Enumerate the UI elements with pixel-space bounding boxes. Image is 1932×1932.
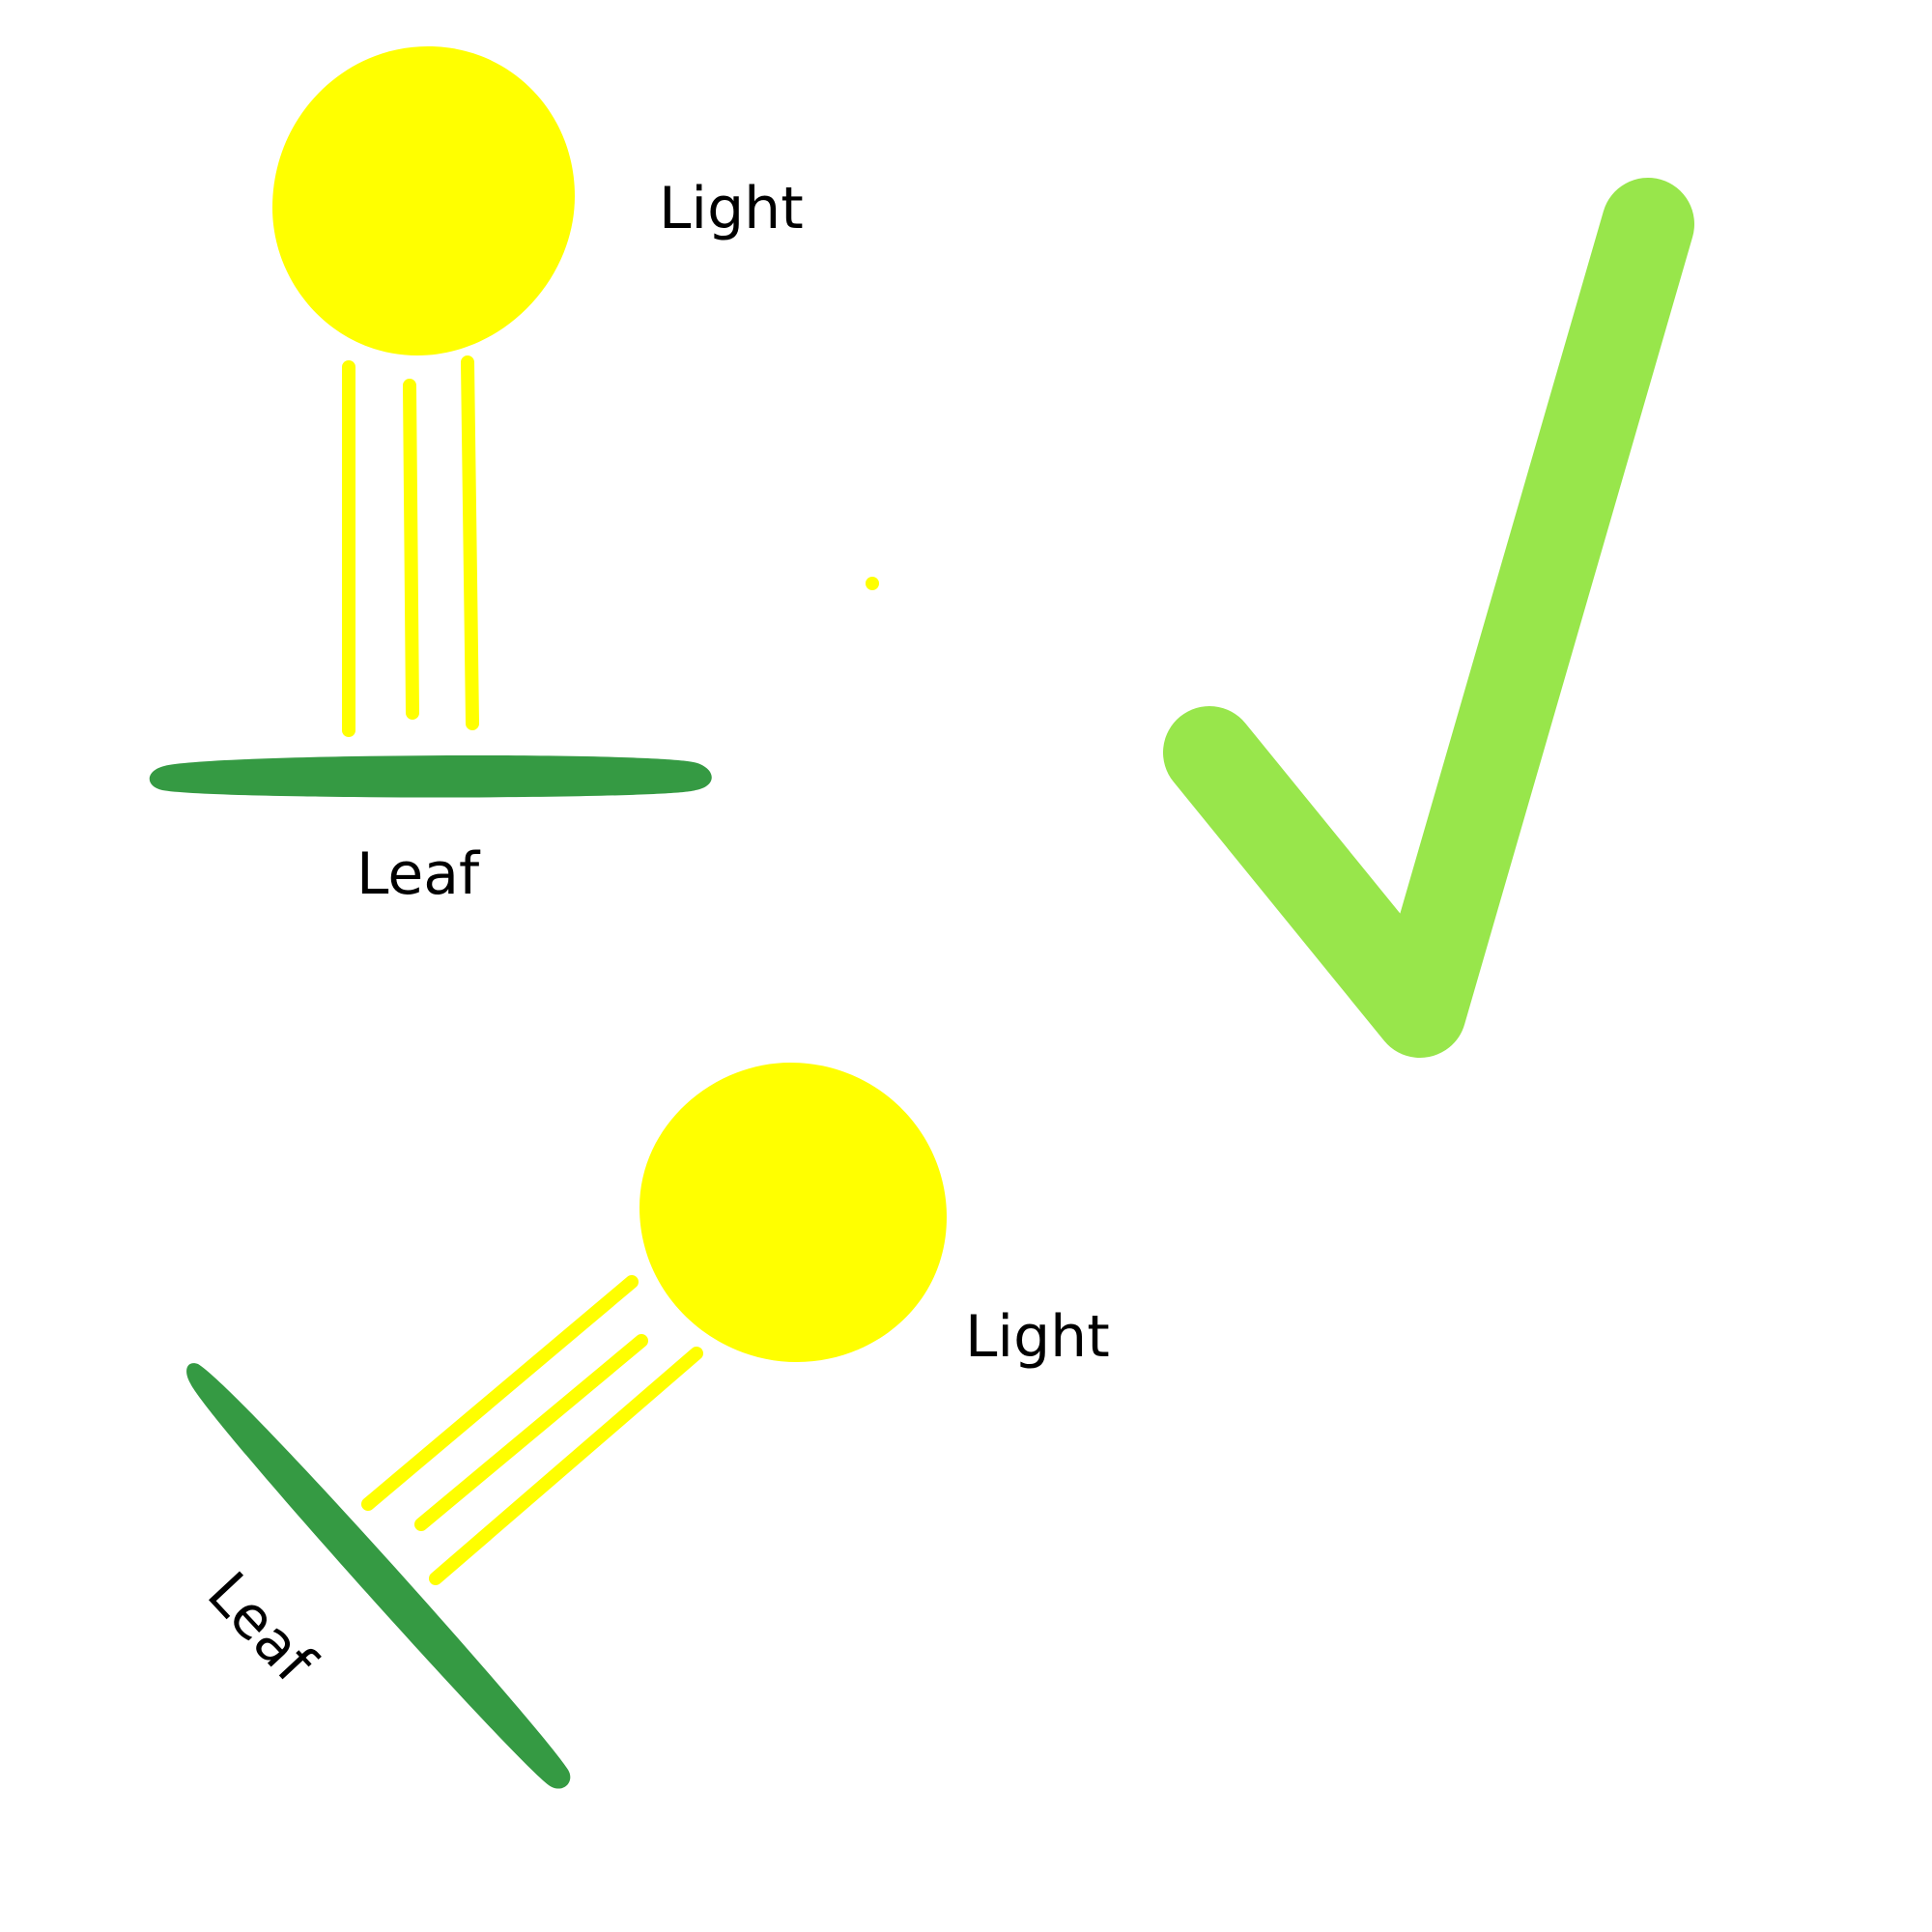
light-dot bbox=[866, 577, 879, 590]
light-source-circle bbox=[639, 1063, 947, 1362]
checkmark-icon bbox=[1163, 178, 1694, 1058]
bottom-diagram: Light Leaf bbox=[186, 1063, 1110, 1789]
light-ray bbox=[461, 355, 479, 730]
light-ray bbox=[429, 1347, 703, 1585]
light-ray bbox=[414, 1334, 648, 1531]
light-rays bbox=[342, 355, 479, 737]
top-diagram: Light Leaf bbox=[149, 46, 804, 908]
leaf-shape bbox=[149, 755, 712, 798]
leaf-label: Leaf bbox=[356, 840, 481, 908]
light-source-circle bbox=[272, 46, 575, 355]
light-ray bbox=[361, 1275, 639, 1511]
leaf-shape bbox=[186, 1363, 571, 1789]
leaf-label: Leaf bbox=[194, 1559, 328, 1696]
light-label: Light bbox=[965, 1303, 1110, 1371]
light-ray bbox=[403, 379, 419, 720]
light-rays bbox=[361, 1275, 703, 1585]
light-label: Light bbox=[659, 175, 804, 242]
